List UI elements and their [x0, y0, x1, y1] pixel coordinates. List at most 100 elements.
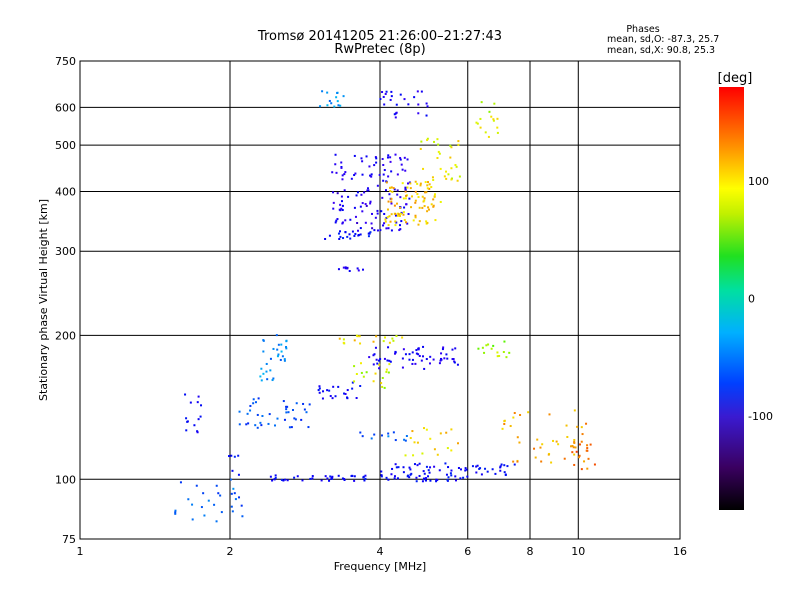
data-point	[187, 498, 190, 501]
data-point	[283, 418, 286, 421]
data-point	[386, 359, 389, 362]
data-point	[368, 356, 371, 359]
data-point	[421, 195, 424, 198]
data-point	[361, 160, 364, 163]
x-tick-label: 1	[77, 545, 84, 558]
data-point	[416, 441, 419, 444]
data-point	[393, 477, 396, 480]
data-point	[330, 102, 333, 105]
data-point	[494, 472, 497, 475]
data-point	[349, 218, 352, 221]
data-point	[387, 175, 390, 178]
data-point	[355, 194, 358, 197]
data-point	[406, 158, 409, 161]
data-point	[445, 473, 448, 476]
data-point	[503, 464, 506, 467]
data-point	[464, 469, 467, 472]
data-point	[487, 343, 490, 346]
data-point	[423, 197, 426, 200]
data-point	[438, 362, 441, 365]
data-point	[405, 221, 408, 224]
data-point	[548, 413, 551, 416]
data-point	[381, 91, 384, 94]
data-point	[427, 469, 430, 472]
data-point	[197, 418, 200, 421]
data-point	[283, 358, 286, 361]
data-point	[361, 202, 364, 205]
data-point	[360, 193, 363, 196]
data-point	[454, 164, 457, 167]
data-point	[425, 102, 428, 105]
data-point	[484, 131, 487, 134]
data-point	[277, 353, 280, 356]
data-point	[450, 469, 453, 472]
data-point	[407, 103, 410, 106]
data-point	[481, 346, 484, 349]
data-point	[366, 189, 369, 192]
colorbar-gradient	[719, 87, 744, 510]
data-point	[380, 434, 383, 437]
data-point	[414, 199, 417, 202]
data-point	[296, 475, 299, 478]
data-point	[417, 353, 420, 356]
data-point	[344, 219, 347, 222]
data-point	[426, 210, 429, 213]
data-point	[403, 438, 406, 441]
data-point	[587, 457, 590, 460]
data-point	[392, 187, 395, 190]
data-point	[382, 173, 385, 176]
data-point	[418, 355, 421, 358]
data-point	[516, 460, 519, 463]
data-point	[428, 471, 431, 474]
data-point	[386, 208, 389, 211]
data-point	[492, 118, 495, 121]
data-point	[425, 465, 428, 468]
data-point	[381, 385, 384, 388]
data-point	[193, 424, 196, 427]
data-point	[585, 422, 588, 425]
data-point	[459, 477, 462, 480]
data-point	[359, 233, 362, 236]
data-point	[256, 413, 259, 416]
data-point	[399, 93, 402, 96]
data-point	[503, 423, 506, 426]
data-point	[376, 184, 379, 187]
data-point	[403, 156, 406, 159]
data-point	[465, 468, 468, 471]
data-point	[433, 195, 436, 198]
data-point	[479, 117, 482, 120]
data-point	[404, 197, 407, 200]
data-point	[357, 234, 360, 237]
data-point	[378, 363, 381, 366]
data-point	[375, 157, 378, 160]
data-point	[336, 218, 339, 221]
data-point	[397, 466, 400, 469]
data-point	[573, 453, 576, 456]
data-point	[378, 367, 381, 370]
data-point	[573, 438, 576, 441]
data-point	[346, 396, 349, 399]
data-point	[447, 476, 450, 479]
data-point	[418, 220, 421, 223]
data-point	[450, 167, 453, 170]
data-point	[256, 426, 259, 429]
data-point	[586, 447, 589, 450]
data-point	[369, 174, 372, 177]
data-point	[394, 463, 397, 466]
data-point	[372, 354, 375, 357]
data-point	[331, 171, 334, 174]
data-point	[262, 372, 265, 375]
data-point	[394, 214, 397, 217]
data-point	[265, 370, 268, 373]
y-tick-label: 75	[62, 533, 76, 546]
data-point	[421, 480, 424, 483]
data-point	[274, 424, 277, 427]
data-point	[388, 215, 391, 218]
data-point	[380, 474, 383, 477]
data-point	[281, 355, 284, 358]
y-axis-label: Stationary phase Virtual Height [km]	[37, 199, 50, 401]
data-point	[392, 431, 395, 434]
data-point	[326, 91, 329, 94]
data-point	[552, 439, 555, 442]
data-point	[572, 446, 575, 449]
